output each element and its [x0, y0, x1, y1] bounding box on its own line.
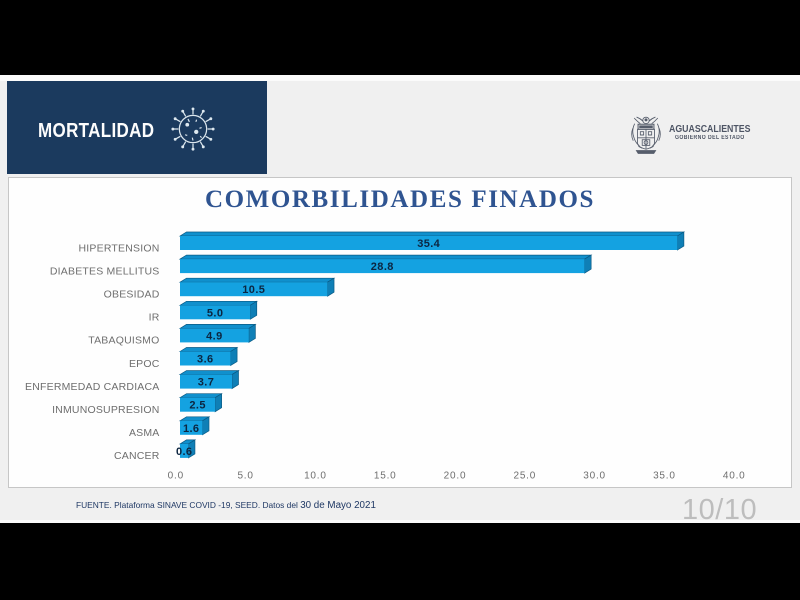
svg-text:ASMA: ASMA: [129, 427, 160, 439]
svg-text:28.8: 28.8: [371, 261, 394, 273]
svg-text:HIPERTENSION: HIPERTENSION: [79, 242, 160, 254]
svg-text:10.5: 10.5: [242, 284, 265, 296]
svg-text:5.0: 5.0: [207, 307, 224, 319]
svg-text:0.6: 0.6: [176, 446, 193, 458]
svg-text:1.6: 1.6: [183, 423, 200, 435]
svg-text:IR: IR: [149, 312, 160, 324]
svg-text:35.0: 35.0: [653, 471, 676, 482]
svg-text:4.9: 4.9: [206, 330, 223, 342]
svg-text:2.5: 2.5: [189, 400, 206, 412]
svg-text:OBESIDAD: OBESIDAD: [104, 289, 160, 301]
svg-text:3.7: 3.7: [198, 377, 215, 389]
svg-text:10.0: 10.0: [304, 471, 327, 482]
svg-text:3.6: 3.6: [197, 354, 214, 366]
svg-text:0.0: 0.0: [168, 471, 184, 482]
svg-text:DIABETES MELLITUS: DIABETES MELLITUS: [50, 265, 160, 277]
svg-text:TABAQUISMO: TABAQUISMO: [88, 335, 159, 347]
svg-text:5.0: 5.0: [237, 471, 253, 482]
svg-text:35.4: 35.4: [417, 238, 440, 250]
svg-text:40.0: 40.0: [723, 471, 746, 482]
svg-text:15.0: 15.0: [374, 471, 397, 482]
svg-text:25.0: 25.0: [513, 471, 536, 482]
svg-text:EPOC: EPOC: [129, 358, 160, 370]
svg-text:INMUNOSUPRESION: INMUNOSUPRESION: [52, 404, 159, 416]
svg-text:CANCER: CANCER: [114, 450, 160, 462]
svg-text:20.0: 20.0: [444, 471, 467, 482]
svg-text:30.0: 30.0: [583, 471, 606, 482]
svg-text:ENFERMEDAD CARDIACA: ENFERMEDAD CARDIACA: [25, 381, 159, 393]
